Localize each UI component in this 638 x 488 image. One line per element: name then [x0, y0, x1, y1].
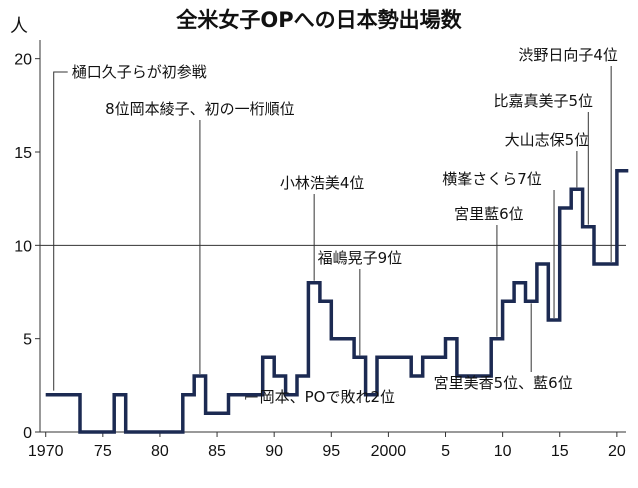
- y-tick-label-4: 20: [14, 52, 32, 69]
- annotation-label-10: 渋野日向子4位: [518, 46, 618, 64]
- annotation-label-3: 小林浩美4位: [280, 174, 365, 192]
- y-tick-label-0: 0: [23, 425, 32, 442]
- y-ticks: 0 5 10 15 20: [14, 52, 40, 442]
- x-tick-label-1: 75: [94, 443, 112, 460]
- x-tick-label-10: 20: [608, 443, 626, 460]
- annotation-label-4: 福嶋晃子9位: [318, 249, 403, 267]
- x-tick-label-9: 15: [551, 443, 569, 460]
- x-ticks: 1970 75 80 85 90 95 2000 5 10 15 20: [28, 432, 626, 460]
- annotation-label-1: 8位岡本綾子、初の一桁順位: [105, 100, 295, 118]
- x-tick-label-4: 90: [265, 443, 283, 460]
- x-tick-label-8: 10: [494, 443, 512, 460]
- annotation-label-6: 宮里美香5位、藍6位: [434, 374, 573, 392]
- annotation-label-9: 比嘉真美子5位: [494, 92, 594, 110]
- x-tick-label-3: 85: [208, 443, 226, 460]
- y-tick-label-2: 10: [14, 238, 32, 255]
- x-tick-label-0: 1970: [28, 443, 64, 460]
- annotation-label-0: 樋口久子らが初参戦: [72, 63, 207, 81]
- annotation-label-8: 大山志保5位: [505, 131, 590, 149]
- annotation-leader-2: [245, 396, 258, 400]
- annotation-label-2: 岡本、POで敗れ2位: [260, 388, 395, 406]
- annotation-leader-0: [53, 71, 68, 391]
- y-tick-label-3: 15: [14, 145, 32, 162]
- x-tick-label-2: 80: [151, 443, 169, 460]
- y-axis-unit: 人: [10, 16, 28, 37]
- x-tick-label-7: 5: [441, 443, 450, 460]
- annotation-label-7: 横峯さくら7位: [442, 170, 542, 188]
- series-line: [45, 168, 629, 434]
- annotation-leaders: [53, 66, 612, 400]
- x-tick-label-5: 95: [322, 443, 340, 460]
- chart-title: 全米女子OPへの日本勢出場数: [175, 8, 462, 32]
- annotation-label-5: 宮里藍6位: [454, 205, 524, 223]
- x-tick-label-6: 2000: [371, 443, 407, 460]
- y-tick-label-1: 5: [23, 332, 32, 349]
